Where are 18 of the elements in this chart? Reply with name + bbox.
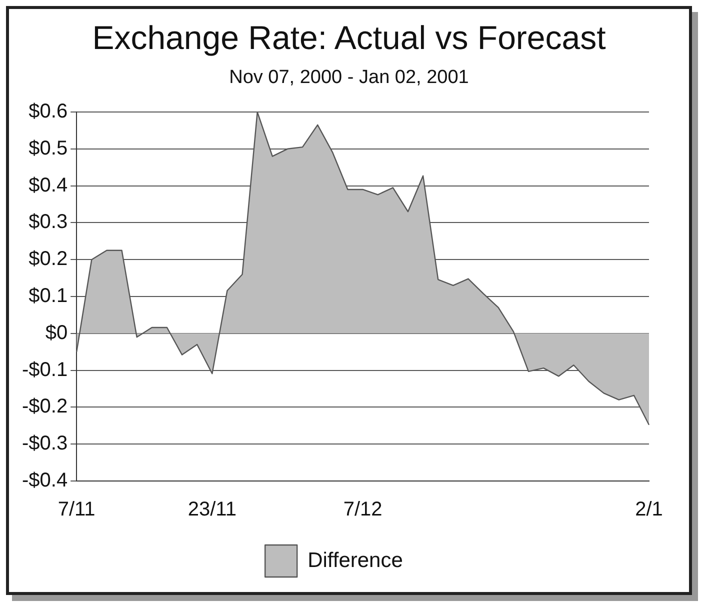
y-tick-label: -$0.2 <box>22 396 68 418</box>
y-tick-label: $0.6 <box>28 100 68 123</box>
chart-title: Exchange Rate: Actual vs Forecast <box>91 19 607 57</box>
legend-label: Difference <box>308 548 403 572</box>
y-tick-label: $0.4 <box>28 174 68 196</box>
x-tick-label: 7/11 <box>58 498 96 521</box>
y-tick-label: -$0.1 <box>22 358 68 381</box>
x-tick-label: 2/1 <box>635 498 663 521</box>
y-tick-label: -$0.3 <box>22 432 68 455</box>
y-tick-label: $0.2 <box>28 248 68 270</box>
y-tick-label: $0.5 <box>28 137 68 160</box>
y-tick-label: $0.1 <box>28 285 68 308</box>
y-tick-label: $0 <box>45 322 68 344</box>
x-tick-label: 23/11 <box>188 498 236 521</box>
y-tick-label: $0.3 <box>28 211 68 234</box>
y-tick-label: -$0.4 <box>22 470 68 492</box>
chart-subtitle: Nov 07, 2000 - Jan 02, 2001 <box>228 67 470 89</box>
x-tick-label: 7/12 <box>343 498 382 521</box>
